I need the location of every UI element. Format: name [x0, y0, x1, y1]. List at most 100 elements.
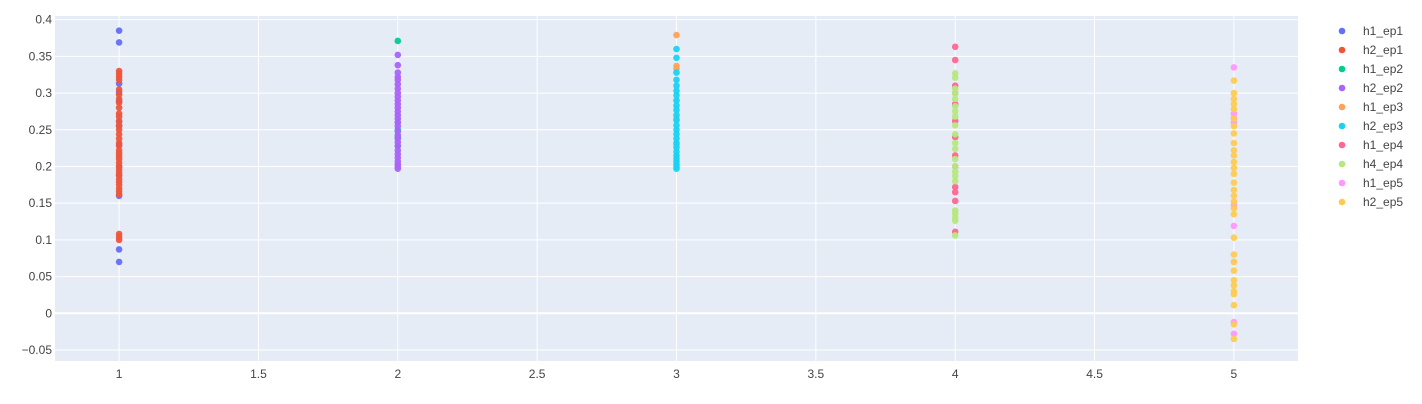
data-point [673, 31, 680, 39]
data-point [1230, 186, 1238, 194]
data-point [1230, 95, 1238, 103]
data-point [1230, 335, 1238, 343]
series-h2_ep3 [673, 45, 680, 172]
y-tick-label: 0.2 [35, 159, 52, 173]
data-point [951, 113, 959, 120]
legend-marker [1338, 84, 1346, 92]
legend-label: h2_ep5 [1363, 195, 1403, 209]
y-tick-label: 0 [45, 306, 52, 320]
data-point [1230, 320, 1238, 328]
data-point [115, 99, 123, 106]
x-tick-label: 4 [952, 367, 959, 381]
legend-marker [1338, 179, 1346, 187]
x-tick-label: 3.5 [808, 367, 825, 381]
legend-marker [1338, 65, 1346, 73]
data-point [951, 232, 959, 239]
data-point [673, 97, 680, 104]
data-point [115, 258, 123, 266]
y-tick-label: 0.05 [29, 270, 53, 284]
y-tick-label: −0.05 [22, 343, 53, 357]
data-point [673, 76, 680, 84]
legend-label: h1_ep3 [1363, 100, 1403, 114]
data-point [1230, 267, 1238, 275]
legend-label: h4_ep4 [1363, 157, 1403, 171]
data-points [115, 27, 1238, 343]
legend-label: h2_ep1 [1363, 43, 1403, 57]
data-point [115, 246, 123, 253]
legend-item-h4_ep4[interactable]: h4_ep4 [1338, 157, 1404, 171]
data-point [951, 89, 959, 97]
legend-item-h2_ep3[interactable]: h2_ep3 [1338, 119, 1404, 133]
legend-label: h1_ep5 [1363, 176, 1403, 190]
data-point [1230, 100, 1238, 108]
legend-label: h1_ep4 [1363, 138, 1403, 152]
data-point [951, 217, 959, 225]
legend-item-h2_ep1[interactable]: h2_ep1 [1338, 43, 1404, 57]
data-point [673, 54, 680, 62]
legend-marker [1338, 122, 1346, 130]
x-tick-label: 5 [1231, 367, 1238, 381]
x-tick-label: 2 [394, 367, 401, 381]
legend-label: h2_ep3 [1363, 119, 1403, 133]
legend-item-h1_ep4[interactable]: h1_ep4 [1338, 138, 1404, 152]
data-point [673, 116, 680, 124]
x-tick-label: 1.5 [250, 367, 267, 381]
series-h2_ep1 [115, 67, 123, 244]
data-point [1230, 192, 1238, 200]
data-point [1230, 330, 1238, 338]
data-point [1230, 234, 1238, 241]
x-tick-label: 4.5 [1086, 367, 1103, 381]
legend-item-h2_ep5[interactable]: h2_ep5 [1338, 195, 1404, 209]
data-point [673, 69, 680, 76]
data-point [1230, 198, 1238, 206]
data-point [1230, 158, 1238, 166]
data-point [1230, 301, 1238, 309]
data-point [1230, 170, 1238, 178]
data-point [1230, 210, 1238, 218]
data-point [1230, 115, 1238, 123]
data-point [1230, 164, 1238, 172]
data-point [115, 113, 123, 120]
data-point [1230, 89, 1238, 97]
data-point [1230, 147, 1238, 154]
data-point [951, 183, 959, 191]
legend-item-h1_ep2[interactable]: h1_ep2 [1338, 62, 1404, 76]
data-point [1230, 251, 1238, 258]
y-tick-label: 0.4 [35, 13, 52, 27]
legend-item-h1_ep1[interactable]: h1_ep1 [1338, 24, 1404, 38]
data-point [951, 43, 959, 51]
data-point [951, 139, 959, 147]
series-h2_ep5 [1230, 77, 1238, 343]
legend[interactable]: h1_ep1 h2_ep1 h1_ep2 h2_ep2 h1_ep3 h2_ep3 h1_e… [1338, 24, 1404, 209]
data-point [951, 95, 959, 103]
x-tick-label: 1 [116, 367, 123, 381]
data-point [951, 197, 959, 205]
data-point [1230, 205, 1238, 212]
data-point [1230, 290, 1238, 298]
data-point [1230, 130, 1238, 137]
legend-marker [1338, 27, 1346, 35]
legend-item-h1_ep5[interactable]: h1_ep5 [1338, 176, 1404, 190]
data-point [394, 165, 402, 172]
data-point [115, 236, 123, 244]
legend-marker [1338, 160, 1346, 168]
legend-marker [1338, 198, 1346, 206]
legend-item-h2_ep2[interactable]: h2_ep2 [1338, 81, 1404, 95]
legend-item-h1_ep3[interactable]: h1_ep3 [1338, 100, 1404, 114]
data-point [1230, 282, 1238, 289]
data-point [115, 76, 123, 84]
data-point [951, 177, 959, 185]
data-point [951, 188, 959, 196]
data-point [1230, 64, 1238, 71]
y-tick-label: 0.1 [35, 233, 52, 247]
data-point [1230, 179, 1238, 186]
y-tick-label: 0.3 [35, 86, 52, 100]
data-point [1230, 258, 1238, 266]
data-point [1230, 105, 1238, 113]
data-point [951, 74, 959, 81]
x-tick-label: 2.5 [529, 367, 546, 381]
data-point [115, 104, 123, 112]
data-point [673, 111, 680, 119]
data-point [1230, 77, 1238, 84]
